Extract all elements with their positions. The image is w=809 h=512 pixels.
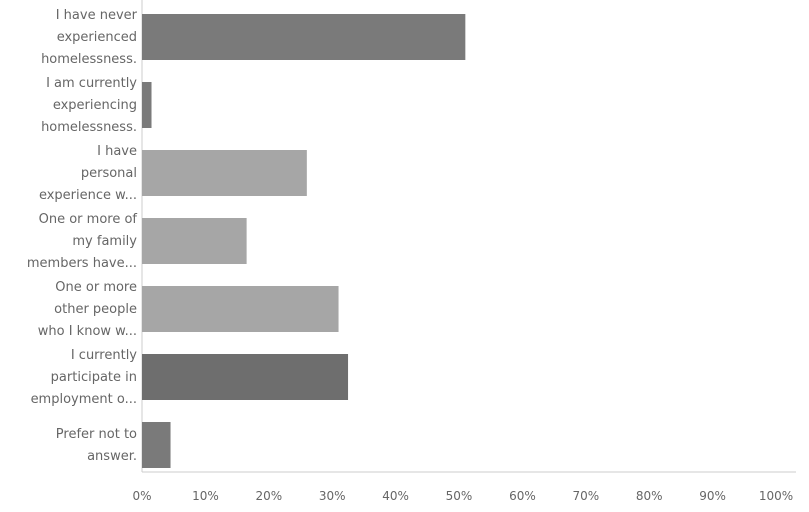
bar-1 — [142, 14, 466, 60]
bar-2 — [142, 82, 152, 128]
category-label-2-line-1: I am currently — [46, 76, 137, 91]
category-label-2-line-3: homelessness. — [41, 120, 137, 135]
category-label-5-line-2: other people — [54, 302, 137, 317]
category-label-3-line-3: experience w... — [39, 188, 137, 203]
category-label-7-line-1: Prefer not to — [56, 427, 137, 442]
bar-4 — [142, 218, 247, 264]
x-tick-label-10pct: 10% — [192, 489, 219, 503]
category-label-6-line-1: I currently — [71, 348, 137, 363]
bar-6 — [142, 354, 349, 400]
x-tick-label-90pct: 90% — [699, 489, 726, 503]
x-tick-label-70pct: 70% — [572, 489, 599, 503]
x-tick-label-40pct: 40% — [382, 489, 409, 503]
x-tick-label-0pct: 0% — [132, 489, 151, 503]
x-tick-label-60pct: 60% — [509, 489, 536, 503]
category-label-5-line-3: who I know w... — [38, 324, 137, 339]
x-tick-label-100pct: 100% — [759, 489, 793, 503]
category-label-1-line-1: I have never — [56, 8, 138, 23]
category-label-1-line-2: experienced — [57, 30, 137, 45]
category-label-7-line-2: answer. — [87, 449, 137, 464]
category-label-3-line-1: I have — [97, 144, 137, 159]
x-tick-label-50pct: 50% — [446, 489, 473, 503]
bar-7 — [142, 422, 171, 468]
category-label-4-line-1: One or more of — [39, 212, 138, 227]
category-label-4-line-2: my family — [72, 234, 137, 249]
category-label-2-line-2: experiencing — [53, 98, 137, 113]
bar-5 — [142, 286, 339, 332]
category-label-1-line-3: homelessness. — [41, 52, 137, 67]
x-tick-label-20pct: 20% — [255, 489, 282, 503]
x-tick-label-80pct: 80% — [636, 489, 663, 503]
category-label-4-line-3: members have... — [27, 256, 137, 271]
category-label-3-line-2: personal — [81, 166, 137, 181]
x-tick-label-30pct: 30% — [319, 489, 346, 503]
category-label-6-line-3: employment o... — [31, 392, 137, 407]
bar-3 — [142, 150, 307, 196]
category-label-5-line-1: One or more — [55, 280, 137, 295]
category-label-6-line-2: participate in — [51, 370, 137, 385]
